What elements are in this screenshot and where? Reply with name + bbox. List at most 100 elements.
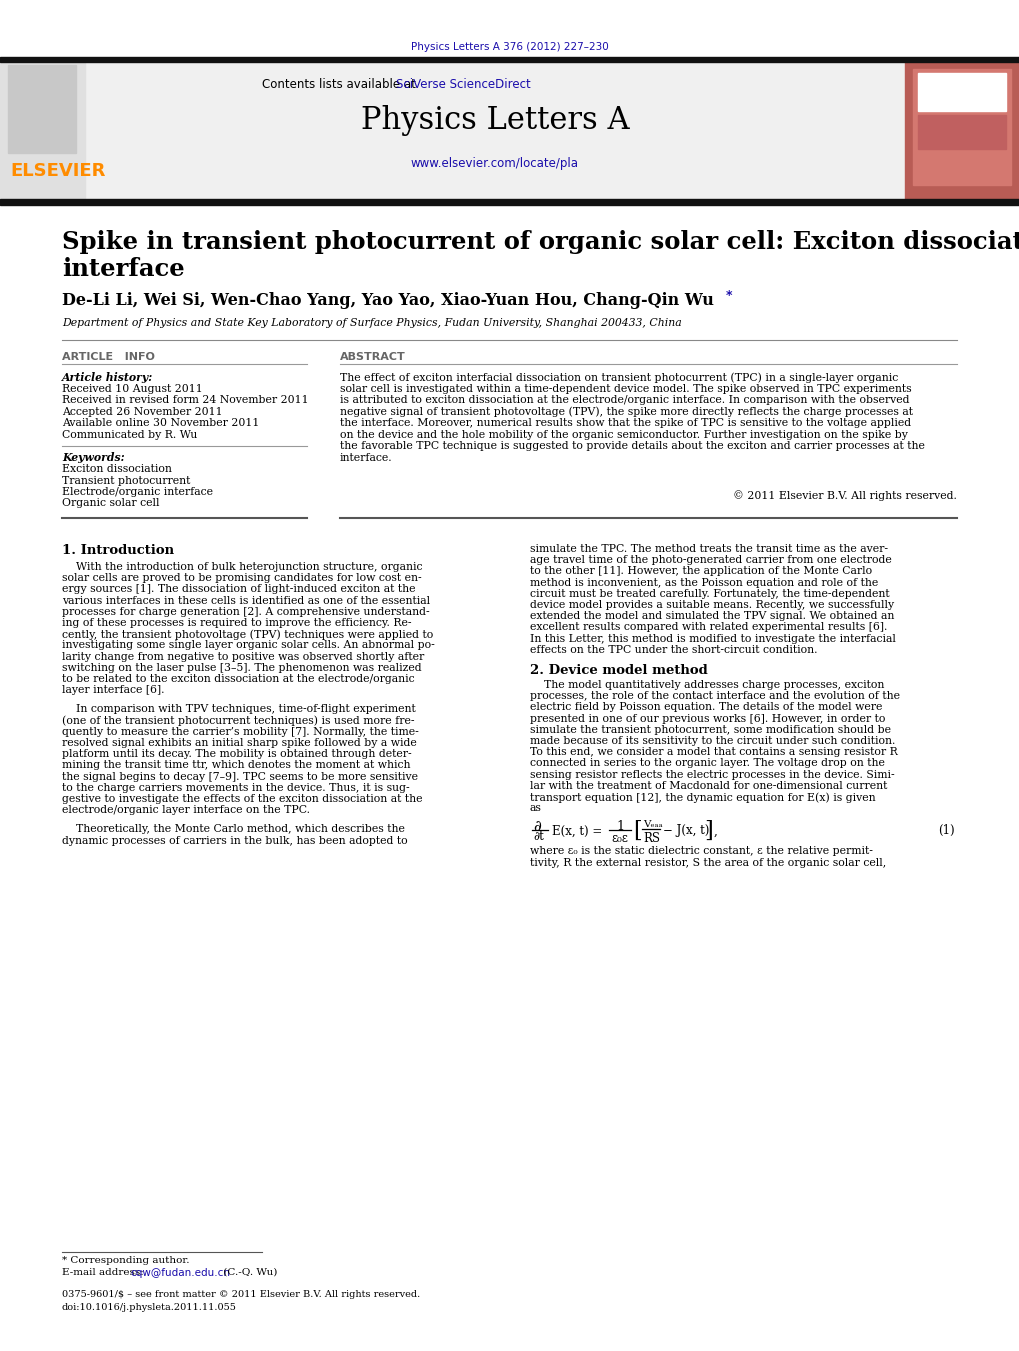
Bar [904,62,1019,199]
Text: lar with the treatment of Macdonald for one-dimensional current: lar with the treatment of Macdonald for … [530,781,887,790]
Text: presented in one of our previous works [6]. However, in order to: presented in one of our previous works [… [530,713,884,724]
Text: on the device and the hole mobility of the organic semiconductor. Further invest: on the device and the hole mobility of t… [339,430,907,439]
Text: ε₀ε: ε₀ε [611,832,628,846]
Text: Received in revised form 24 November 2011: Received in revised form 24 November 201… [62,396,309,405]
Text: Transient photocurrent: Transient photocurrent [62,476,191,485]
Text: The model quantitatively addresses charge processes, exciton: The model quantitatively addresses charg… [530,680,883,690]
Text: 2. Device model method: 2. Device model method [530,663,707,677]
Text: Organic solar cell: Organic solar cell [62,499,159,508]
Text: (C.-Q. Wu): (C.-Q. Wu) [220,1269,277,1277]
Text: Accepted 26 November 2011: Accepted 26 November 2011 [62,407,222,417]
Text: ARTICLE   INFO: ARTICLE INFO [62,353,155,362]
Text: simulate the transient photocurrent, some modification should be: simulate the transient photocurrent, som… [530,724,891,735]
Text: SciVerse ScienceDirect: SciVerse ScienceDirect [396,78,531,91]
Text: ∂: ∂ [533,820,540,835]
Text: Theoretically, the Monte Carlo method, which describes the: Theoretically, the Monte Carlo method, w… [62,824,405,835]
Text: Spike in transient photocurrent of organic solar cell: Exciton dissociation at: Spike in transient photocurrent of organ… [62,230,1019,254]
Text: Physics Letters A: Physics Letters A [361,105,629,136]
Text: to the other [11]. However, the application of the Monte Carlo: to the other [11]. However, the applicat… [530,566,871,577]
Text: Article history:: Article history: [62,372,153,382]
Text: Available online 30 November 2011: Available online 30 November 2011 [62,419,259,428]
Text: various interfaces in these cells is identified as one of the essential: various interfaces in these cells is ide… [62,596,430,605]
Text: E(x, t) =: E(x, t) = [551,824,601,838]
Text: Physics Letters A 376 (2012) 227–230: Physics Letters A 376 (2012) 227–230 [411,42,608,51]
Text: ing of these processes is required to improve the efficiency. Re-: ing of these processes is required to im… [62,617,411,628]
Text: * Corresponding author.: * Corresponding author. [62,1256,190,1265]
Text: www.elsevier.com/locate/pla: www.elsevier.com/locate/pla [411,157,579,170]
Text: interface.: interface. [339,453,392,462]
Text: 1: 1 [615,820,624,834]
Text: the favorable TPC technique is suggested to provide details about the exciton an: the favorable TPC technique is suggested… [339,440,924,451]
Text: age travel time of the photo-generated carrier from one electrode: age travel time of the photo-generated c… [530,555,891,565]
Text: [: [ [633,820,641,842]
Text: the interface. Moreover, numerical results show that the spike of TPC is sensiti: the interface. Moreover, numerical resul… [339,417,910,428]
Text: (one of the transient photocurrent techniques) is used more fre-: (one of the transient photocurrent techn… [62,716,414,727]
Text: dynamic processes of carriers in the bulk, has been adopted to: dynamic processes of carriers in the bul… [62,836,408,846]
Text: larity change from negative to positive was observed shortly after: larity change from negative to positive … [62,651,424,662]
Bar [0,199,1019,205]
Bar [8,65,76,153]
Bar [917,115,1005,149]
Text: where ε₀ is the static dielectric constant, ε the relative permit-: where ε₀ is the static dielectric consta… [530,846,872,857]
Text: ELSEVIER: ELSEVIER [10,162,105,180]
Text: switching on the laser pulse [3–5]. The phenomenon was realized: switching on the laser pulse [3–5]. The … [62,663,421,673]
Text: PHYSICS LETTERS A: PHYSICS LETTERS A [921,76,982,81]
Text: to the charge carriers movements in the device. Thus, it is sug-: to the charge carriers movements in the … [62,782,410,793]
Text: solar cell is investigated within a time-dependent device model. The spike obser: solar cell is investigated within a time… [339,384,911,393]
Text: Keywords:: Keywords: [62,453,124,463]
Text: With the introduction of bulk heterojunction structure, organic: With the introduction of bulk heterojunc… [62,562,422,571]
Text: To this end, we consider a model that contains a sensing resistor R: To this end, we consider a model that co… [530,747,897,757]
Text: interface: interface [62,257,184,281]
Text: as: as [530,804,541,813]
Text: transport equation [12], the dynamic equation for E(x) is given: transport equation [12], the dynamic equ… [530,792,874,802]
Text: RS: RS [642,832,659,846]
Text: mining the transit time ttr, which denotes the moment at which: mining the transit time ttr, which denot… [62,761,410,770]
Text: method is inconvenient, as the Poisson equation and role of the: method is inconvenient, as the Poisson e… [530,578,877,588]
Text: the signal begins to decay [7–9]. TPC seems to be more sensitive: the signal begins to decay [7–9]. TPC se… [62,771,418,782]
Text: Vₑₐₐ: Vₑₐₐ [642,820,662,830]
Text: connected in series to the organic layer. The voltage drop on the: connected in series to the organic layer… [530,758,884,769]
Text: resolved signal exhibits an initial sharp spike followed by a wide: resolved signal exhibits an initial shar… [62,738,417,748]
Text: Contents lists available at: Contents lists available at [262,78,419,91]
Text: − J(x, t): − J(x, t) [662,824,708,838]
Text: Communicated by R. Wu: Communicated by R. Wu [62,430,198,440]
Text: cently, the transient photovoltage (TPV) techniques were applied to: cently, the transient photovoltage (TPV)… [62,630,433,640]
Text: electric field by Poisson equation. The details of the model were: electric field by Poisson equation. The … [530,703,881,712]
Text: ]: ] [703,820,712,842]
Text: device model provides a suitable means. Recently, we successfully: device model provides a suitable means. … [530,600,894,611]
Text: ABSTRACT: ABSTRACT [339,353,406,362]
Text: layer interface [6].: layer interface [6]. [62,685,164,696]
Text: © 2011 Elsevier B.V. All rights reserved.: © 2011 Elsevier B.V. All rights reserved… [733,490,956,501]
Text: Electrode/organic interface: Electrode/organic interface [62,486,213,497]
Text: excellent results compared with related experimental results [6].: excellent results compared with related … [530,623,887,632]
Text: cqw@fudan.edu.cn: cqw@fudan.edu.cn [129,1269,229,1278]
Text: electrode/organic layer interface on the TPC.: electrode/organic layer interface on the… [62,805,310,815]
Text: Exciton dissociation: Exciton dissociation [62,463,172,474]
Text: negative signal of transient photovoltage (TPV), the spike more directly reflect: negative signal of transient photovoltag… [339,407,912,417]
Text: Department of Physics and State Key Laboratory of Surface Physics, Fudan Univers: Department of Physics and State Key Labo… [62,317,681,328]
Text: processes, the role of the contact interface and the evolution of the: processes, the role of the contact inter… [530,692,899,701]
Text: made because of its sensitivity to the circuit under such condition.: made because of its sensitivity to the c… [530,736,895,746]
Text: ergy sources [1]. The dissociation of light-induced exciton at the: ergy sources [1]. The dissociation of li… [62,585,415,594]
Bar [912,69,1010,185]
Text: processes for charge generation [2]. A comprehensive understand-: processes for charge generation [2]. A c… [62,607,429,617]
Text: Received 10 August 2011: Received 10 August 2011 [62,384,203,394]
Text: is attributed to exciton dissociation at the electrode/organic interface. In com: is attributed to exciton dissociation at… [339,394,909,405]
Text: quently to measure the carrier’s mobility [7]. Normally, the time-: quently to measure the carrier’s mobilit… [62,727,419,736]
Text: solar cells are proved to be promising candidates for low cost en-: solar cells are proved to be promising c… [62,573,421,584]
Text: gestive to investigate the effects of the exciton dissociation at the: gestive to investigate the effects of th… [62,794,422,804]
Text: ,: , [713,824,717,838]
Bar [0,62,85,199]
Text: to be related to the exciton dissociation at the electrode/organic: to be related to the exciton dissociatio… [62,674,414,684]
Text: The effect of exciton interfacial dissociation on transient photocurrent (TPC) i: The effect of exciton interfacial dissoc… [339,372,898,382]
Text: 0375-9601/$ – see front matter © 2011 Elsevier B.V. All rights reserved.: 0375-9601/$ – see front matter © 2011 El… [62,1290,420,1300]
Text: investigating some single layer organic solar cells. An abnormal po-: investigating some single layer organic … [62,640,434,650]
Text: E-mail address:: E-mail address: [62,1269,147,1277]
Text: In comparison with TPV techniques, time-of-flight experiment: In comparison with TPV techniques, time-… [62,704,416,715]
Bar [85,62,904,199]
Text: effects on the TPC under the short-circuit condition.: effects on the TPC under the short-circu… [530,644,816,655]
Text: circuit must be treated carefully. Fortunately, the time-dependent: circuit must be treated carefully. Fortu… [530,589,889,598]
Text: ∂t: ∂t [533,831,543,843]
Text: platform until its decay. The mobility is obtained through deter-: platform until its decay. The mobility i… [62,750,412,759]
Bar [917,73,1005,111]
